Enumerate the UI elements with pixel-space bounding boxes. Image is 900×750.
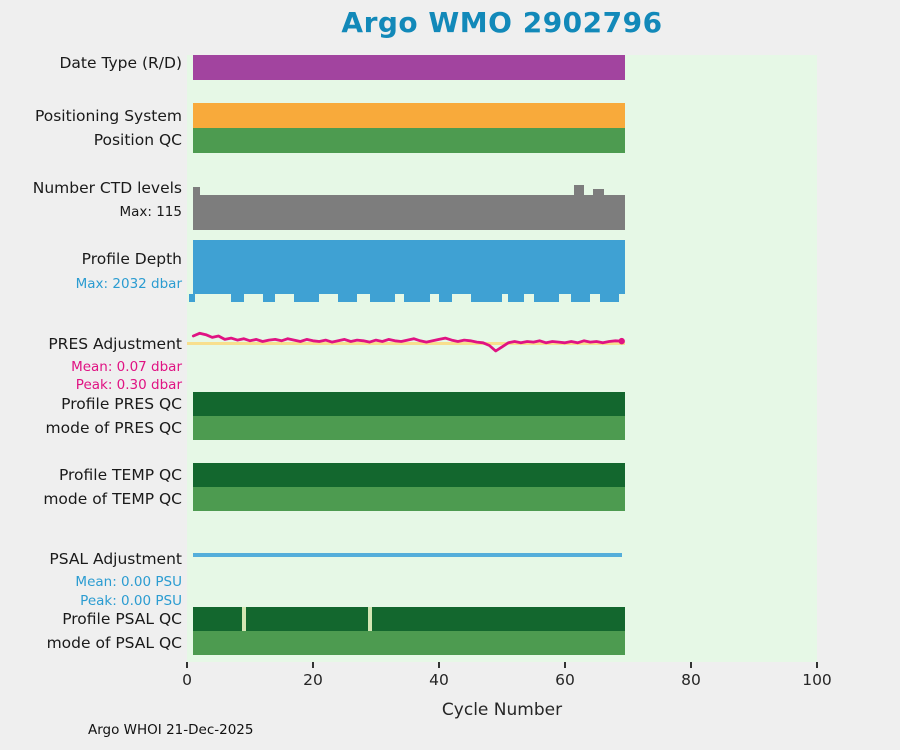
bar-mode-psal-qc	[193, 631, 625, 655]
x-tick-label: 0	[182, 671, 192, 689]
bar-profile-depth-deep	[404, 294, 430, 302]
row-label-mode-psal-qc: mode of PSAL QC	[46, 634, 182, 652]
row-label-number-ctd-levels: Number CTD levels	[32, 179, 182, 197]
x-tick	[312, 662, 314, 668]
bar-profile-psal-qc	[193, 607, 625, 631]
bar-profile-pres-qc	[193, 392, 625, 416]
footer-credit: Argo WHOI 21-Dec-2025	[88, 722, 254, 738]
row-label-position-qc: Position QC	[93, 131, 182, 149]
bar-profile-depth-deep	[262, 294, 276, 302]
bar-profile-depth-deep	[470, 294, 502, 302]
x-tick	[690, 662, 692, 668]
x-tick-label: 20	[303, 671, 323, 689]
bar-profile-psal-qc-gap	[367, 607, 372, 631]
row-label-psal-adjustment-sub2: Peak: 0.00 PSU	[80, 593, 182, 609]
bar-mode-temp-qc	[193, 487, 625, 511]
row-label-pres-adjustment-sub1: Mean: 0.07 dbar	[71, 359, 182, 375]
row-label-number-ctd-levels-sub1: Max: 115	[119, 204, 182, 220]
row-label-profile-depth-sub1: Max: 2032 dbar	[75, 276, 182, 292]
bar-number-ctd-levels-spike	[574, 185, 584, 195]
row-label-profile-temp-qc: Profile TEMP QC	[58, 466, 182, 484]
x-tick-label: 60	[555, 671, 575, 689]
bar-position-qc	[193, 128, 625, 153]
bar-pres-adjustment	[187, 342, 625, 345]
bar-number-ctd-levels-spike	[593, 189, 605, 195]
bar-profile-psal-qc-gap	[241, 607, 246, 631]
bar-profile-temp-qc	[193, 463, 625, 487]
x-tick	[186, 662, 188, 668]
row-label-profile-psal-qc: Profile PSAL QC	[62, 610, 182, 628]
row-label-psal-adjustment-sub1: Mean: 0.00 PSU	[75, 574, 182, 590]
row-label-profile-depth: Profile Depth	[81, 250, 182, 268]
x-tick-label: 100	[802, 671, 832, 689]
row-label-mode-pres-qc: mode of PRES QC	[45, 419, 182, 437]
bar-profile-depth-deep	[439, 294, 452, 302]
bar-date-type	[193, 55, 625, 80]
row-label-pres-adjustment-sub2: Peak: 0.30 dbar	[75, 377, 182, 393]
bar-profile-depth-deep	[533, 294, 559, 302]
plot-background	[187, 55, 817, 662]
bar-profile-depth	[193, 240, 625, 294]
row-label-mode-temp-qc: mode of TEMP QC	[43, 490, 182, 508]
bar-profile-depth-deep	[508, 294, 525, 302]
row-label-date-type: Date Type (R/D)	[59, 54, 182, 72]
bar-psal-adjustment	[193, 553, 622, 557]
bar-mode-pres-qc	[193, 416, 625, 440]
bar-number-ctd-levels-spike	[193, 187, 200, 195]
row-label-positioning-system: Positioning System	[34, 107, 182, 125]
x-tick-label: 40	[429, 671, 449, 689]
bar-profile-depth-deep	[571, 294, 591, 302]
bar-profile-depth-deep	[338, 294, 358, 302]
bar-profile-depth-deep	[599, 294, 619, 302]
bar-number-ctd-levels	[193, 195, 625, 230]
x-tick	[438, 662, 440, 668]
bar-profile-depth-deep	[231, 294, 244, 302]
x-tick-label: 80	[681, 671, 701, 689]
bar-profile-depth-deep	[294, 294, 320, 302]
row-label-psal-adjustment: PSAL Adjustment	[49, 550, 182, 568]
x-tick	[816, 662, 818, 668]
x-axis-label: Cycle Number	[441, 700, 563, 720]
page-title: Argo WMO 2902796	[341, 6, 663, 39]
bar-positioning-system	[193, 103, 625, 128]
row-label-profile-pres-qc: Profile PRES QC	[61, 395, 182, 413]
bar-profile-depth-deep	[369, 294, 395, 302]
x-tick	[564, 662, 566, 668]
bar-profile-depth-deep	[188, 294, 195, 302]
row-label-pres-adjustment: PRES Adjustment	[48, 335, 182, 353]
